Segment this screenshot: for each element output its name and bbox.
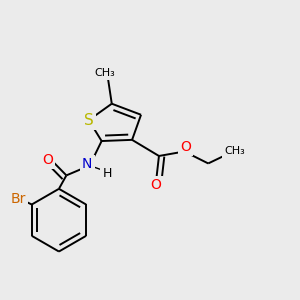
Text: Br: Br [11,192,26,206]
Text: CH₃: CH₃ [224,146,245,157]
Text: O: O [180,140,191,154]
Text: S: S [84,112,94,128]
Text: O: O [151,178,161,192]
Text: H: H [102,167,112,180]
Text: N: N [82,157,92,171]
Text: O: O [42,153,53,166]
Text: CH₃: CH₃ [94,68,115,78]
